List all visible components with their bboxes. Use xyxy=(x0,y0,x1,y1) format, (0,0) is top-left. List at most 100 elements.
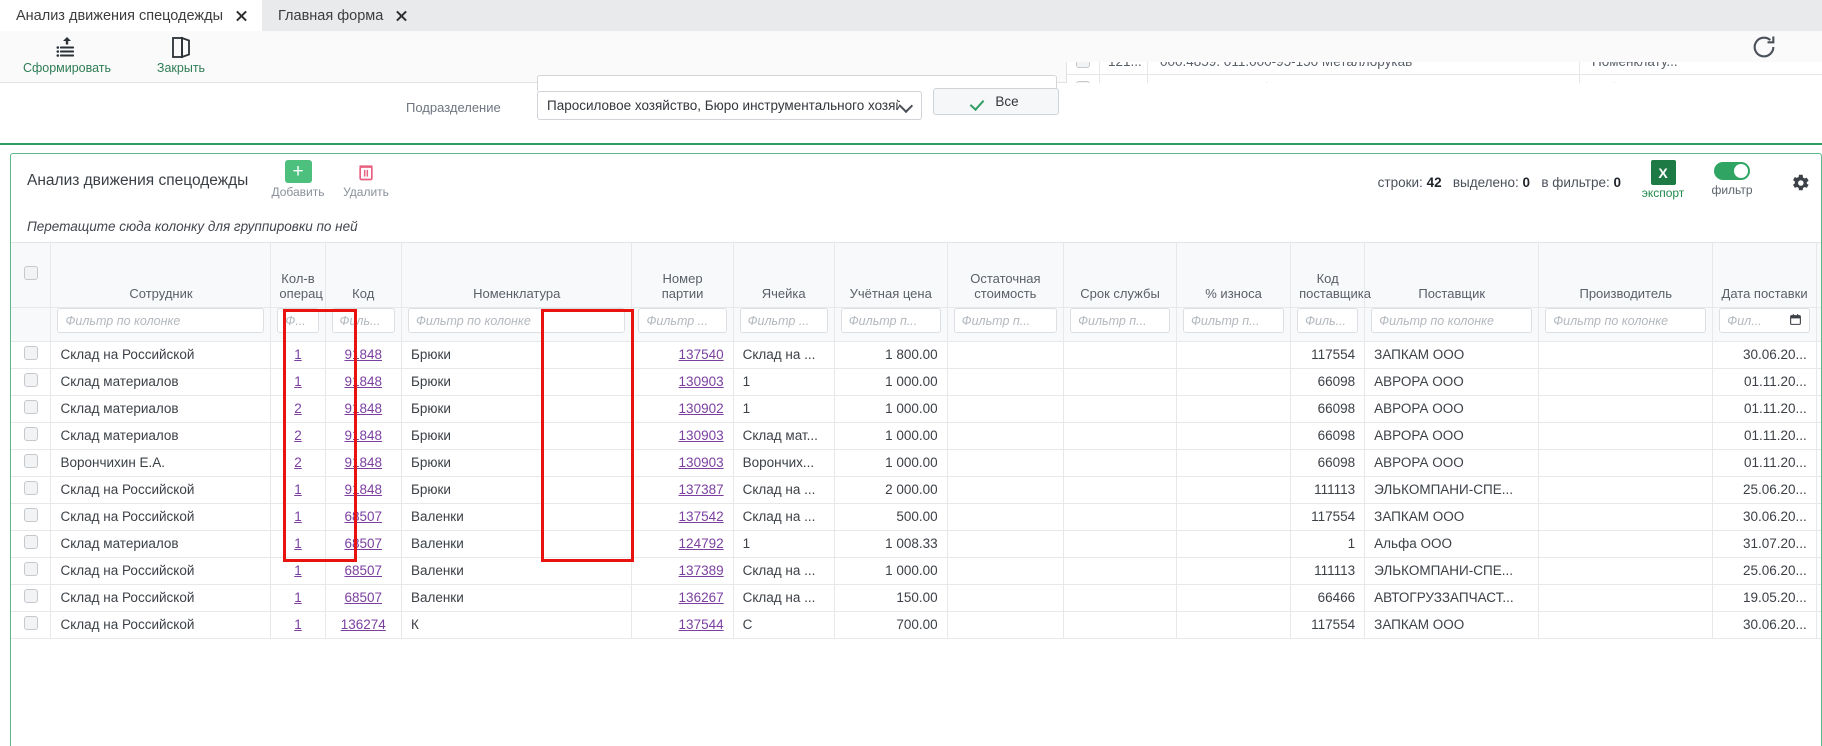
table-row[interactable]: Склад на Российской 1 91848 Брюки 137540 Скла… xyxy=(11,341,1821,369)
link-batch[interactable]: 137389 xyxy=(678,563,724,578)
row-checkbox[interactable] xyxy=(11,584,52,612)
link-ops[interactable]: 1 xyxy=(294,347,302,362)
row-checkbox[interactable] xyxy=(1067,62,1099,68)
close-icon[interactable] xyxy=(395,9,408,22)
filter-input-5[interactable]: Фильтр ... xyxy=(739,308,828,333)
link-code[interactable]: 91848 xyxy=(344,347,382,362)
row-checkbox[interactable] xyxy=(11,422,52,450)
link-batch[interactable]: 130903 xyxy=(678,374,724,389)
table-row[interactable]: 121... 000.4859. 011.000-95-150 Металлор… xyxy=(1067,62,1822,75)
table-row[interactable]: Склад на Российской 1 68507 Валенки 137542 Ск… xyxy=(11,503,1821,531)
row-checkbox[interactable] xyxy=(11,557,52,585)
column-header-6[interactable]: Учётная цена xyxy=(834,243,948,308)
column-header-3[interactable]: Номенклатура xyxy=(401,243,633,308)
row-checkbox[interactable] xyxy=(11,395,52,423)
column-header-1[interactable]: Кол-в операц xyxy=(270,243,326,308)
column-header-2[interactable]: Код xyxy=(325,243,402,308)
link-batch[interactable]: 137387 xyxy=(678,482,724,497)
column-header-8[interactable]: Срок службы xyxy=(1063,243,1177,308)
table-row[interactable]: Склад на Российской 1 68507 Валенки 136267 Ск… xyxy=(11,584,1821,612)
filter-input-1[interactable]: Ф... xyxy=(277,308,319,333)
link-code[interactable]: 91848 xyxy=(344,401,382,416)
table-row[interactable]: Склад на Российской 1 136274 К 137544 С 700.00… xyxy=(11,611,1821,639)
subdivision-select[interactable]: Паросиловое хозяйство, Бюро инструментал… xyxy=(537,91,922,120)
link-ops[interactable]: 2 xyxy=(294,428,302,443)
link-ops[interactable]: 2 xyxy=(294,455,302,470)
close-button[interactable]: Закрыть xyxy=(124,31,238,75)
link-code[interactable]: 91848 xyxy=(344,482,382,497)
link-batch[interactable]: 130903 xyxy=(678,428,724,443)
column-header-0[interactable]: Сотрудник xyxy=(50,243,272,308)
calendar-icon[interactable] xyxy=(1789,313,1802,329)
table-row[interactable]: Склад на Российской 1 68507 Валенки 137389 Ск… xyxy=(11,557,1821,585)
column-header-7[interactable]: Остаточная стоимость xyxy=(947,243,1065,308)
filter-toggle[interactable]: фильтр xyxy=(1701,162,1763,197)
link-ops[interactable]: 1 xyxy=(294,590,302,605)
row-checkbox[interactable] xyxy=(11,341,52,369)
link-ops[interactable]: 2 xyxy=(294,401,302,416)
link-code[interactable]: 68507 xyxy=(344,563,382,578)
row-checkbox[interactable] xyxy=(11,530,52,558)
filter-input-4[interactable]: Фильтр ... xyxy=(638,308,727,333)
select-all-header-checkbox[interactable] xyxy=(11,243,52,308)
link-code[interactable]: 68507 xyxy=(344,509,382,524)
column-header-4[interactable]: Номер партии xyxy=(631,243,734,308)
delete-button[interactable]: Удалить xyxy=(332,160,400,199)
column-header-10[interactable]: Код поставщика xyxy=(1290,243,1371,308)
settings-button[interactable] xyxy=(1789,172,1811,197)
column-header-9[interactable]: % износа xyxy=(1176,243,1292,308)
table-row[interactable]: Ворончихин Е.А. 2 91848 Брюки 130903 Ворончих… xyxy=(11,449,1821,477)
column-header-5[interactable]: Ячейка xyxy=(733,243,835,308)
filter-input-13[interactable]: Фил... xyxy=(1719,308,1810,333)
link-code[interactable]: 68507 xyxy=(344,536,382,551)
table-row[interactable]: Склад материалов 1 68507 Валенки 124792 1 1 00… xyxy=(11,530,1821,558)
close-icon[interactable] xyxy=(235,9,248,22)
tab-glavnaya-forma[interactable]: Главная форма xyxy=(262,0,422,31)
filter-input-8[interactable]: Фильтр п... xyxy=(1070,308,1170,333)
column-header-14[interactable]: Се xyxy=(1816,243,1821,308)
link-ops[interactable]: 1 xyxy=(294,563,302,578)
group-drop-area[interactable]: Перетащите сюда колонку для группировки … xyxy=(11,211,1821,243)
column-header-13[interactable]: Дата поставки xyxy=(1712,243,1817,308)
export-button[interactable]: X экспорт xyxy=(1633,160,1693,200)
link-ops[interactable]: 1 xyxy=(294,509,302,524)
generate-button[interactable]: Сформировать xyxy=(10,31,124,75)
link-code[interactable]: 91848 xyxy=(344,374,382,389)
row-checkbox[interactable] xyxy=(11,611,52,639)
link-ops[interactable]: 1 xyxy=(294,617,302,632)
link-batch[interactable]: 136267 xyxy=(678,590,724,605)
select-all-button[interactable]: Все xyxy=(933,88,1059,115)
filter-input-9[interactable]: Фильтр п... xyxy=(1183,308,1285,333)
table-row[interactable]: Склад материалов 1 91848 Брюки 130903 1 1 000.… xyxy=(11,368,1821,396)
link-batch[interactable]: 137542 xyxy=(678,509,724,524)
row-checkbox[interactable] xyxy=(11,368,52,396)
row-checkbox[interactable] xyxy=(11,476,52,504)
filter-input-12[interactable]: Фильтр по колонке xyxy=(1545,308,1707,333)
toggle-switch-icon[interactable] xyxy=(1714,162,1750,180)
link-ops[interactable]: 1 xyxy=(294,536,302,551)
link-code[interactable]: 91848 xyxy=(344,455,382,470)
link-code[interactable]: 68507 xyxy=(344,590,382,605)
link-batch[interactable]: 130903 xyxy=(678,455,724,470)
table-row[interactable]: Склад материалов 2 91848 Брюки 130903 Склад м… xyxy=(11,422,1821,450)
filter-input-2[interactable]: Филь... xyxy=(331,308,395,333)
link-batch[interactable]: 124792 xyxy=(678,536,724,551)
filter-input-7[interactable]: Фильтр п... xyxy=(953,308,1058,333)
link-batch[interactable]: 137540 xyxy=(678,347,724,362)
column-header-12[interactable]: Производитель xyxy=(1538,243,1714,308)
filter-input-10[interactable]: Филь... xyxy=(1297,308,1359,333)
link-code[interactable]: 136274 xyxy=(340,617,386,632)
filter-input-6[interactable]: Фильтр п... xyxy=(840,308,941,333)
filter-input-11[interactable]: Фильтр по колонке xyxy=(1371,308,1533,333)
table-row[interactable]: Склад на Российской 1 91848 Брюки 137387 Скла… xyxy=(11,476,1821,504)
column-header-11[interactable]: Поставщик xyxy=(1364,243,1540,308)
row-checkbox[interactable] xyxy=(11,449,52,477)
link-ops[interactable]: 1 xyxy=(294,482,302,497)
filter-input-0[interactable]: Фильтр по колонке xyxy=(57,308,265,333)
table-row[interactable]: Склад материалов 2 91848 Брюки 130902 1 1 000.… xyxy=(11,395,1821,423)
link-batch[interactable]: 130902 xyxy=(678,401,724,416)
row-checkbox[interactable] xyxy=(11,503,52,531)
link-ops[interactable]: 1 xyxy=(294,374,302,389)
link-batch[interactable]: 137544 xyxy=(678,617,724,632)
tab-analiz-dvizheniya-specodezhdy[interactable]: Анализ движения спецодежды xyxy=(0,0,262,31)
